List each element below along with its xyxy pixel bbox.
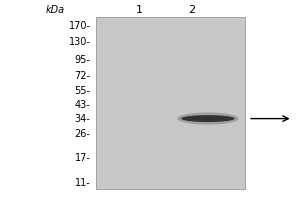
Text: 72-: 72- xyxy=(75,71,91,81)
Text: 43-: 43- xyxy=(75,100,91,110)
Text: 95-: 95- xyxy=(75,55,91,65)
Text: 55-: 55- xyxy=(75,86,91,96)
Text: 2: 2 xyxy=(188,5,195,15)
Text: 17-: 17- xyxy=(75,153,91,163)
Text: 11-: 11- xyxy=(75,178,91,188)
Text: kDa: kDa xyxy=(45,5,64,15)
Text: 26-: 26- xyxy=(75,129,91,139)
Ellipse shape xyxy=(181,115,235,122)
Text: 130-: 130- xyxy=(69,37,91,47)
Bar xyxy=(97,17,245,189)
Text: 170-: 170- xyxy=(69,21,91,31)
Ellipse shape xyxy=(177,112,239,125)
Text: 1: 1 xyxy=(136,5,143,15)
Text: 34-: 34- xyxy=(75,114,91,124)
